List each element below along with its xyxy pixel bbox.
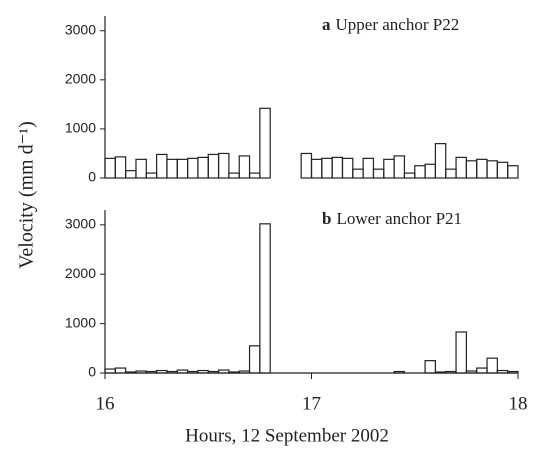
bar [331,156,344,179]
bar [145,172,158,179]
x-tick-label: 16 [96,393,115,414]
bar [486,160,498,179]
bar [125,170,137,179]
bar [362,157,375,179]
bar [114,156,127,179]
y-tick-label: 1000 [65,314,96,330]
bar [372,168,385,179]
bar [300,152,313,179]
bar [310,158,323,179]
bar [393,155,406,179]
bar [248,345,261,374]
bar [238,155,251,179]
bar [207,153,220,179]
bar [104,157,116,179]
bar [156,153,168,179]
bar [476,367,488,374]
bar [217,152,230,179]
bar [403,172,416,179]
panel-title-text: Upper anchor P22 [336,15,460,34]
bar [341,157,354,179]
bar [321,157,333,179]
y-tick-label: 3000 [65,216,96,232]
y-tick-label: 2000 [65,71,96,87]
panel-letter: b [322,209,331,228]
panel-title-text: Lower anchor P21 [336,209,462,228]
x-tick-label: 18 [509,393,528,414]
bar [455,156,467,179]
bar [166,158,178,179]
y-tick-label: 0 [88,169,96,185]
bar [414,165,426,179]
bar [455,331,467,374]
bar [114,367,127,374]
panel-title: b Lower anchor P21 [322,209,462,228]
bar [424,360,437,374]
bar [248,172,261,179]
bar [228,172,240,179]
bar [496,161,509,179]
x-tick-label: 17 [302,393,321,414]
bar [434,143,447,179]
bar [176,158,189,179]
bar [486,357,498,374]
bar [259,107,271,179]
bar [135,158,147,179]
y-tick-label: 3000 [65,21,96,37]
bar [507,165,519,179]
bar [383,158,395,179]
bar [476,158,488,179]
x-axis-label: Hours, 12 September 2002 [185,425,389,446]
y-tick-label: 0 [88,364,96,380]
bar [465,160,478,179]
bar [352,168,364,179]
y-tick-label: 2000 [65,265,96,281]
bar [424,163,437,179]
bar [197,156,209,179]
y-tick-label: 1000 [65,120,96,136]
bar [445,168,457,179]
panel-title: a Upper anchor P22 [322,15,459,34]
bar [259,223,271,374]
y-axis-label: Velocity (mm d⁻¹) [16,121,38,269]
bar [187,157,199,179]
panel-letter: a [322,15,331,34]
